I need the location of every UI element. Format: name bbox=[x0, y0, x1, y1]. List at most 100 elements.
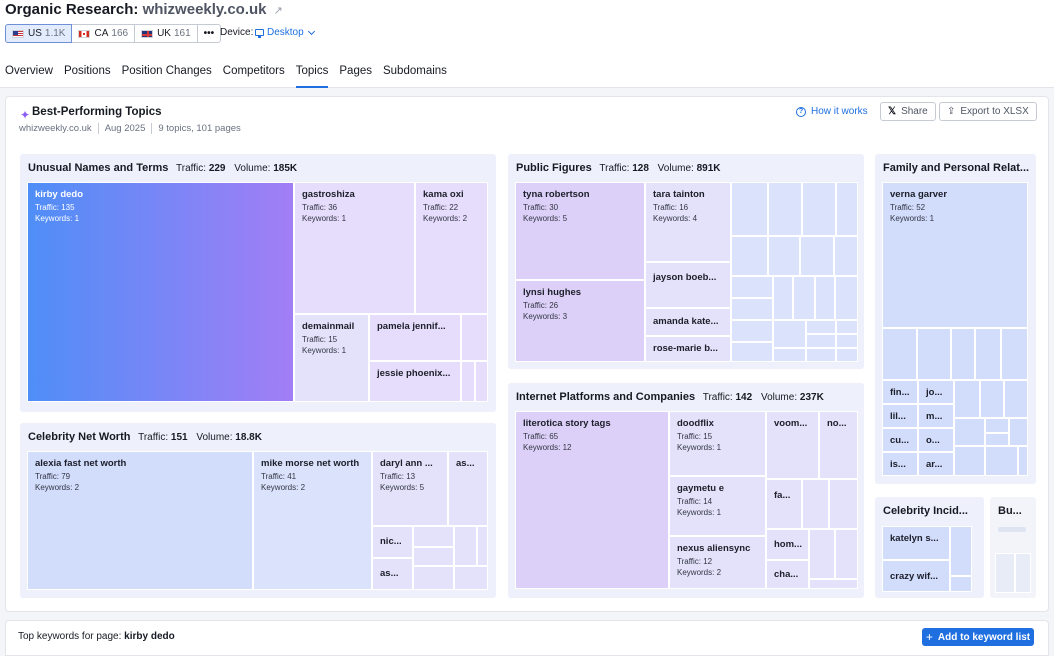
page-tile[interactable]: mike morse net worth Traffic: 41 Keywords… bbox=[253, 451, 372, 590]
page-tile[interactable]: voom... bbox=[766, 411, 819, 479]
page-tile[interactable] bbox=[413, 526, 454, 547]
page-tile[interactable] bbox=[768, 236, 800, 276]
device-dropdown[interactable]: Desktop bbox=[255, 27, 315, 38]
page-tile[interactable] bbox=[975, 328, 1001, 380]
page-tile[interactable] bbox=[951, 328, 975, 380]
page-tile[interactable] bbox=[985, 418, 1009, 433]
page-tile[interactable] bbox=[773, 348, 806, 362]
page-tile[interactable]: nexus aliensync Traffic: 12 Keywords: 2 bbox=[669, 536, 766, 589]
page-tile[interactable] bbox=[477, 526, 488, 566]
page-tile[interactable]: katelyn s... bbox=[882, 526, 950, 560]
page-tile[interactable] bbox=[882, 328, 917, 380]
page-tile[interactable] bbox=[954, 446, 985, 476]
page-tile[interactable] bbox=[835, 276, 858, 320]
topic-group-celebrity-net-worth[interactable]: Celebrity Net Worth Traffic: 151 Volume:… bbox=[20, 423, 496, 598]
page-tile[interactable] bbox=[834, 236, 858, 276]
page-tile[interactable] bbox=[731, 182, 768, 236]
topic-group-bu[interactable]: Bu... bbox=[990, 497, 1036, 598]
page-tile[interactable]: fa... bbox=[766, 479, 802, 529]
page-tile[interactable]: gastroshiza Traffic: 36 Keywords: 1 bbox=[294, 182, 415, 314]
page-tile[interactable] bbox=[985, 446, 1018, 476]
page-tile[interactable]: pamela jennif... bbox=[369, 314, 461, 361]
domain-link[interactable]: whizweekly.co.uk bbox=[142, 1, 267, 18]
page-tile-selected[interactable]: kirby dedo Traffic: 135 Keywords: 1 bbox=[27, 182, 294, 402]
page-tile[interactable]: as... bbox=[372, 558, 413, 590]
tab-topics[interactable]: Topics bbox=[295, 60, 329, 88]
page-tile[interactable] bbox=[806, 320, 836, 334]
page-tile[interactable]: daryl ann ... Traffic: 13 Keywords: 5 bbox=[372, 451, 448, 526]
page-tile[interactable]: doodflix Traffic: 15 Keywords: 1 bbox=[669, 411, 766, 476]
page-tile[interactable] bbox=[475, 361, 488, 402]
page-tile[interactable]: crazy wif... bbox=[882, 560, 950, 592]
page-tile[interactable]: alexia fast net worth Traffic: 79 Keyword… bbox=[27, 451, 253, 590]
how-it-works-link[interactable]: ? How it works bbox=[796, 106, 868, 117]
page-tile[interactable] bbox=[731, 342, 773, 362]
page-tile[interactable]: jayson boeb... bbox=[645, 262, 731, 308]
page-tile[interactable]: tara tainton Traffic: 16 Keywords: 4 bbox=[645, 182, 731, 262]
page-tile[interactable]: lynsi hughes Traffic: 26 Keywords: 3 bbox=[515, 280, 645, 362]
page-tile[interactable] bbox=[917, 328, 951, 380]
page-tile[interactable] bbox=[773, 276, 793, 320]
page-tile[interactable] bbox=[793, 276, 815, 320]
page-tile[interactable] bbox=[773, 320, 806, 348]
page-tile[interactable]: ar... bbox=[918, 452, 954, 476]
page-tile[interactable]: m... bbox=[918, 404, 954, 428]
database-ca-button[interactable]: CA 166 bbox=[71, 24, 136, 43]
page-tile[interactable] bbox=[836, 320, 858, 334]
page-tile[interactable] bbox=[454, 526, 477, 566]
page-tile[interactable] bbox=[1018, 446, 1028, 476]
tab-positions[interactable]: Positions bbox=[63, 65, 111, 77]
page-tile[interactable] bbox=[731, 236, 768, 276]
page-tile[interactable] bbox=[836, 182, 858, 236]
page-tile[interactable] bbox=[1001, 328, 1028, 380]
page-tile[interactable]: demainmail Traffic: 15 Keywords: 1 bbox=[294, 314, 369, 402]
page-tile[interactable]: no... bbox=[819, 411, 858, 479]
page-tile[interactable]: jessie phoenix... bbox=[369, 361, 461, 402]
share-button[interactable]: 𝕏 Share bbox=[880, 102, 936, 121]
page-tile[interactable] bbox=[731, 298, 773, 320]
topic-group-internet-platforms[interactable]: Internet Platforms and Companies Traffic… bbox=[508, 383, 864, 598]
external-link-icon[interactable]: ↗ bbox=[273, 5, 283, 17]
page-tile[interactable] bbox=[809, 529, 835, 579]
page-tile[interactable] bbox=[980, 380, 1004, 418]
tab-overview[interactable]: Overview bbox=[5, 65, 53, 77]
page-tile[interactable] bbox=[995, 553, 1015, 593]
page-tile[interactable]: literotica story tags Traffic: 65 Keyword… bbox=[515, 411, 669, 589]
database-uk-button[interactable]: UK 161 bbox=[134, 24, 198, 43]
page-tile[interactable] bbox=[954, 380, 980, 418]
page-tile[interactable]: jo... bbox=[918, 380, 954, 404]
page-tile[interactable]: lil... bbox=[882, 404, 918, 428]
page-tile[interactable] bbox=[800, 236, 834, 276]
page-tile[interactable] bbox=[731, 276, 773, 298]
page-tile[interactable] bbox=[461, 361, 475, 402]
page-tile[interactable]: amanda kate... bbox=[645, 308, 731, 336]
page-tile[interactable] bbox=[806, 348, 836, 362]
page-tile[interactable] bbox=[985, 433, 1009, 446]
page-tile[interactable] bbox=[806, 334, 836, 348]
page-tile[interactable] bbox=[815, 276, 835, 320]
page-tile[interactable] bbox=[802, 182, 836, 236]
page-tile[interactable]: kama oxi Traffic: 22 Keywords: 2 bbox=[415, 182, 488, 314]
page-tile[interactable] bbox=[461, 314, 488, 361]
page-tile[interactable] bbox=[1015, 553, 1031, 593]
export-xlsx-button[interactable]: ⇪ Export to XLSX bbox=[939, 102, 1037, 121]
topic-group-celebrity-incidents[interactable]: Celebrity Incid... katelyn s... crazy wi… bbox=[875, 497, 984, 598]
page-tile[interactable]: o... bbox=[918, 428, 954, 452]
tab-subdomains[interactable]: Subdomains bbox=[382, 65, 447, 77]
page-tile[interactable] bbox=[950, 576, 972, 592]
page-tile[interactable] bbox=[836, 334, 858, 348]
tab-competitors[interactable]: Competitors bbox=[222, 65, 285, 77]
topic-group-unusual-names[interactable]: Unusual Names and Terms Traffic: 229 Vol… bbox=[20, 154, 496, 412]
database-us-button[interactable]: US 1.1K bbox=[5, 24, 73, 43]
page-tile[interactable]: as... bbox=[448, 451, 488, 526]
page-tile[interactable] bbox=[768, 182, 802, 236]
page-tile[interactable]: cha... bbox=[766, 560, 809, 589]
page-tile[interactable] bbox=[836, 348, 858, 362]
topic-group-family[interactable]: Family and Personal Relat... verna garve… bbox=[875, 154, 1036, 484]
page-tile[interactable]: tyna robertson Traffic: 30 Keywords: 5 bbox=[515, 182, 645, 280]
page-tile[interactable] bbox=[954, 418, 985, 446]
page-tile[interactable] bbox=[1004, 380, 1028, 418]
tab-position-changes[interactable]: Position Changes bbox=[121, 65, 212, 77]
page-tile[interactable]: hom... bbox=[766, 529, 809, 560]
page-tile[interactable] bbox=[950, 526, 972, 576]
